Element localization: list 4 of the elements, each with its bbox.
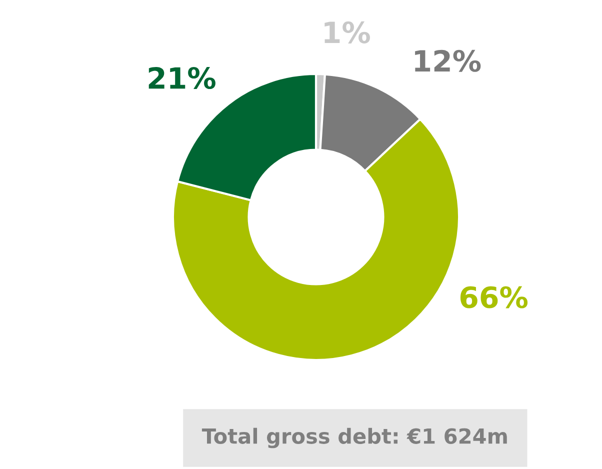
- data-label: 66%: [460, 286, 528, 308]
- data-label: 21%: [148, 66, 216, 90]
- data-label: 12%: [415, 50, 481, 72]
- text: Total gross debt: €1 624m: [202, 428, 507, 448]
